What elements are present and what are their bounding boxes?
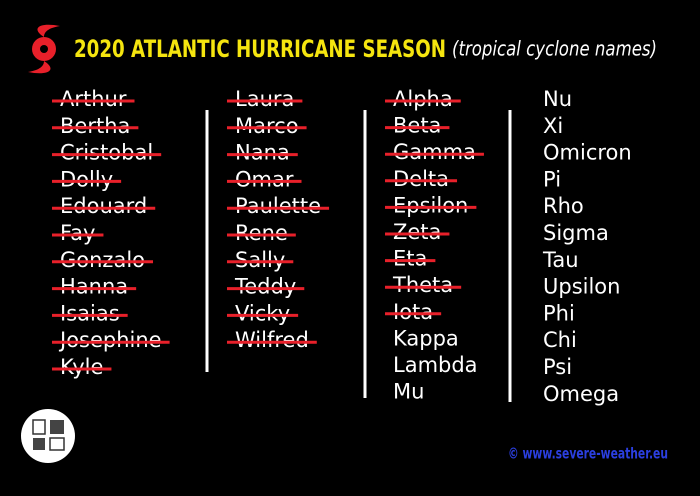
cyclone-name: Lambda — [393, 353, 478, 377]
logo — [21, 409, 75, 463]
cyclone-name: Beta — [393, 114, 441, 138]
cyclone-name: Hanna — [60, 275, 128, 299]
cyclone-name: Upsilon — [543, 275, 620, 299]
cyclone-name: Edouard — [60, 194, 147, 218]
cyclone-name: Rho — [543, 194, 584, 218]
cyclone-name: Nu — [543, 87, 572, 111]
cyclone-name: Xi — [543, 114, 563, 138]
logo-part — [50, 420, 64, 434]
cyclone-name: Gamma — [393, 140, 476, 164]
cyclone-name: Omar — [235, 167, 294, 191]
cyclone-name: Fay — [60, 221, 95, 245]
cyclone-name: Arthur — [60, 87, 127, 111]
cyclone-name: Marco — [235, 114, 299, 138]
cyclone-name: Epsilon — [393, 193, 468, 217]
credit: © www.severe-weather.eu — [508, 445, 668, 463]
cyclone-name: Isaias — [60, 301, 120, 325]
cyclone-name: Omicron — [543, 141, 632, 165]
icon-arm — [37, 24, 60, 37]
cyclone-name: Theta — [392, 273, 453, 297]
cyclone-name: Zeta — [393, 220, 441, 244]
logo-part — [32, 419, 46, 435]
cyclone-name: Sigma — [543, 221, 609, 245]
cyclone-name: Rene — [235, 221, 288, 245]
cyclone-name: Vicky — [235, 301, 290, 325]
icon-arm — [28, 61, 51, 74]
cyclone-name: Paulette — [235, 194, 321, 218]
cyclone-name: Pi — [543, 167, 561, 191]
cyclone-name: Bertha — [60, 114, 130, 138]
cyclone-name: Mu — [393, 380, 424, 404]
hurricane-icon — [28, 24, 60, 74]
logo-circle — [21, 409, 75, 463]
subtitle: (tropical cyclone names) — [452, 37, 657, 61]
cyclone-name: Kyle — [60, 355, 103, 379]
cyclone-name: Iota — [393, 300, 433, 324]
cyclone-name: Psi — [543, 355, 572, 379]
cyclone-name: Tau — [542, 248, 579, 272]
cyclone-name: Chi — [543, 328, 577, 352]
cyclone-name: Josephine — [58, 328, 162, 352]
title: 2020 ATLANTIC HURRICANE SEASON — [74, 35, 446, 63]
cyclone-name: Alpha — [393, 87, 453, 111]
cyclone-name: Phi — [543, 301, 575, 325]
cyclone-name: Delta — [393, 167, 449, 191]
logo-part — [33, 438, 45, 450]
cyclone-name: Sally — [235, 248, 285, 272]
cyclone-name: Dolly — [60, 167, 113, 191]
cyclone-name: Laura — [235, 87, 294, 111]
cyclone-name: Omega — [543, 382, 619, 406]
cyclone-name: Wilfred — [235, 328, 309, 352]
cyclone-name: Cristobal — [60, 141, 153, 165]
cyclone-name: Teddy — [234, 275, 296, 299]
cyclone-name: Nana — [235, 141, 290, 165]
icon-eye — [40, 45, 48, 53]
cyclone-name: Gonzalo — [60, 248, 145, 272]
cyclone-name: Eta — [393, 247, 427, 271]
cyclone-name: Kappa — [393, 326, 459, 350]
logo-part — [49, 437, 65, 451]
